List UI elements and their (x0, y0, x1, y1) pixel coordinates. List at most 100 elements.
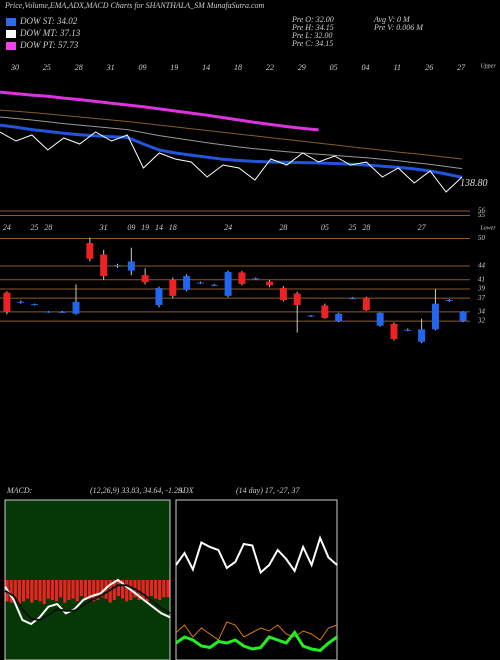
histogram-bar (46, 580, 50, 599)
histogram-bar (112, 580, 116, 600)
candle-body (349, 298, 356, 300)
legend-label: DOW ST: 34.02 (19, 16, 78, 26)
x-tick-label: 05 (321, 223, 329, 232)
candle-body (431, 303, 439, 330)
histogram-bar (13, 580, 17, 600)
panel-title: ADX (177, 486, 195, 495)
candle-body (31, 304, 39, 306)
candle-body (210, 284, 218, 286)
histogram-bar (166, 580, 170, 598)
y-tick-label: 56 (478, 207, 486, 215)
histogram-bar (71, 580, 75, 599)
histogram-bar (116, 580, 120, 596)
candle-body (224, 271, 232, 296)
x-tick-label: 25 (31, 223, 39, 232)
candle-body (266, 281, 274, 286)
y-tick-label: 41 (478, 275, 485, 283)
candle-body (44, 311, 52, 313)
histogram-bar (17, 580, 21, 604)
series-line (175, 629, 338, 653)
candle-body (86, 243, 94, 259)
panel-title: MACD: (6, 486, 33, 495)
panel-params: (14 day) 17, -27, 37 (236, 486, 301, 495)
histogram-bar (34, 580, 38, 600)
histogram-bar (22, 580, 26, 602)
legend-swatch (6, 18, 16, 26)
info-text: Pre O: 32.00 (291, 15, 334, 24)
y-tick-label: 34 (477, 308, 486, 316)
x-tick-label: 31 (106, 63, 115, 72)
page-title: Price,Volume,EMA,ADX,MACD Charts for SHA… (4, 1, 265, 10)
x-tick-label: 31 (99, 223, 108, 232)
candle-body (321, 305, 329, 318)
candle-body (100, 254, 108, 277)
x-tick-label: 24 (3, 223, 11, 232)
candle-body (196, 282, 204, 284)
x-tick-label: 04 (361, 63, 369, 72)
y-tick-label: 39 (477, 285, 486, 293)
series-line (0, 123, 463, 179)
x-tick-label: 24 (224, 223, 232, 232)
histogram-bar (141, 580, 145, 599)
x-tick-label: 14 (155, 223, 163, 232)
candle-body (404, 329, 412, 331)
candle-body (335, 313, 343, 322)
x-tick-label: 30 (10, 63, 19, 72)
histogram-bar (162, 580, 166, 598)
series-line (0, 109, 463, 160)
histogram-bar (145, 580, 149, 602)
x-tick-label: 26 (425, 63, 433, 72)
candle-body (141, 275, 149, 283)
candle-body (3, 292, 11, 312)
x-tick-label: 27 (457, 63, 466, 72)
histogram-bar (88, 580, 92, 599)
x-tick-label: 28 (44, 223, 52, 232)
x-tick-label: 25 (43, 63, 51, 72)
candle-body (279, 288, 287, 300)
histogram-bar (9, 580, 13, 603)
candle-body (252, 278, 260, 280)
x-tick-label: 22 (266, 63, 274, 72)
candle-body (17, 301, 25, 303)
histogram-bar (137, 580, 141, 600)
histogram-bar (63, 580, 67, 603)
series-line (175, 535, 338, 575)
price-label: 138.80 (460, 178, 488, 189)
series-line (0, 131, 463, 193)
x-tick-label: 09 (138, 63, 146, 72)
histogram-bar (125, 580, 129, 602)
histogram-bar (83, 580, 87, 600)
histogram-bar (108, 580, 112, 603)
histogram-bar (96, 580, 100, 600)
x-tick-label: 05 (330, 63, 338, 72)
y-tick-label: 37 (477, 294, 486, 302)
histogram-bar (149, 580, 153, 596)
y-tick-label: 55 (478, 211, 486, 219)
candle-body (238, 272, 246, 284)
candle-body (390, 323, 398, 339)
x-tick-label: 19 (170, 63, 178, 72)
info-text: Pre H: 34.15 (291, 23, 334, 32)
legend-swatch (6, 30, 16, 38)
x-tick-label: 18 (169, 223, 177, 232)
x-tick-label: 28 (75, 63, 83, 72)
series-line (0, 90, 319, 132)
candle-body (155, 288, 163, 306)
x-tick-label: 09 (127, 223, 135, 232)
histogram-bar (75, 580, 79, 602)
series-line (4, 578, 171, 626)
x-tick-label: 27 (418, 223, 427, 232)
histogram-bar (42, 580, 46, 604)
candle-body (183, 276, 191, 290)
histogram-bar (38, 580, 42, 602)
histogram-bar (121, 580, 125, 599)
info-text: Avg V: 0 M (373, 15, 411, 24)
x-tick-label: 14 (202, 63, 210, 72)
annotation: Lower (479, 225, 496, 231)
histogram-bar (67, 580, 71, 600)
candle-body (445, 299, 453, 301)
series-line (4, 584, 171, 622)
candle-body (58, 311, 66, 313)
histogram-bar (158, 580, 162, 600)
candle-body (459, 311, 467, 322)
